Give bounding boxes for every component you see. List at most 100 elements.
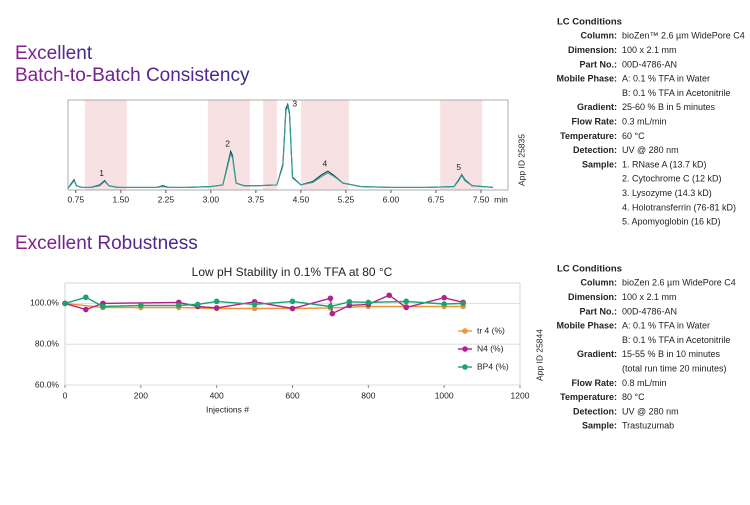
highlight-band (84, 100, 127, 190)
x-tick-label: 600 (285, 390, 299, 400)
data-point (403, 304, 410, 311)
x-axis-label: min (494, 194, 508, 204)
data-point (327, 303, 334, 310)
data-point (403, 298, 410, 305)
legend-label: N4 (%) (477, 343, 504, 353)
x-tick-label: 400 (210, 390, 224, 400)
data-point (460, 300, 466, 307)
data-point (365, 299, 372, 306)
lc-title: LC Conditions (557, 264, 622, 275)
x-tick-label: 1200 (511, 390, 530, 400)
lc-value: 0.3 mL/min (622, 116, 667, 126)
x-tick-label: 0.75 (68, 194, 85, 204)
legend-marker (462, 364, 468, 370)
lc-label: Column: (581, 31, 618, 41)
x-tick-label: 1000 (435, 390, 454, 400)
data-point (289, 305, 296, 312)
data-point (251, 305, 258, 312)
chart-title: Low pH Stability in 0.1% TFA at 80 °C (192, 265, 393, 279)
lc-value: 4. Holotransferrin (76-81 kD) (622, 202, 736, 212)
lc-value: 2. Cytochrome C (12 kD) (622, 174, 722, 184)
data-point (441, 294, 447, 301)
data-point (327, 295, 334, 302)
lc-label: Temperature: (560, 392, 617, 402)
lc-value: A: 0.1 % TFA in Water (622, 74, 710, 84)
x-tick-label: 0 (63, 390, 68, 400)
data-point (62, 300, 68, 307)
data-point (213, 305, 220, 311)
x-axis-label: Injections # (206, 404, 249, 414)
lc-label: Gradient: (577, 102, 617, 112)
x-tick-label: 6.75 (428, 194, 445, 204)
lc-value: 0.8 mL/min (622, 378, 667, 388)
peak-label: 5 (456, 162, 461, 172)
lc-value: 00D-4786-AN (622, 306, 677, 316)
lc-label: Dimension: (568, 45, 617, 55)
peak-label: 1 (99, 168, 104, 178)
lc-label: Part No.: (579, 306, 617, 316)
x-tick-label: 800 (361, 390, 375, 400)
highlight-band (207, 100, 250, 190)
y-tick-label: 60.0% (35, 379, 60, 389)
data-point (194, 301, 201, 308)
legend-marker (462, 346, 468, 352)
trace (67, 103, 494, 189)
plot-frame (64, 282, 521, 386)
lc-value: B: 0.1 % TFA in Acetonitrile (622, 88, 730, 98)
data-point (289, 298, 296, 305)
lc-value: (total run time 20 minutes) (622, 363, 727, 373)
x-tick-label: 7.50 (473, 194, 490, 204)
peak-label: 3 (292, 98, 297, 108)
lc-label: Sample: (582, 159, 617, 169)
lc-value: UV @ 280 nm (622, 145, 679, 155)
lc-value: 00D-4786-AN (622, 59, 677, 69)
x-tick-label: 2.25 (158, 194, 175, 204)
lc-label: Part No.: (579, 59, 617, 69)
data-point (175, 302, 182, 309)
data-point (386, 292, 392, 299)
data-point (329, 310, 336, 317)
app-id: App ID 25844 (534, 329, 544, 381)
lc-value: 25-60 % B in 5 minutes (622, 102, 716, 112)
lc-label: Sample: (582, 421, 617, 431)
lc-value: B: 0.1 % TFA in Acetonitrile (622, 335, 730, 345)
legend-marker (462, 328, 468, 334)
lc-label: Mobile Phase: (556, 321, 617, 331)
lc-value: 15-55 % B in 10 minutes (622, 349, 721, 359)
x-tick-label: 3.75 (248, 194, 265, 204)
app-id: App ID 25835 (516, 134, 526, 186)
lc-value: 100 x 2.1 mm (622, 45, 677, 55)
lc-label: Temperature: (560, 131, 617, 141)
data-point (441, 301, 447, 307)
trace (67, 102, 494, 189)
lc-label: Detection: (573, 145, 617, 155)
lc-label: Flow Rate: (571, 116, 617, 126)
lc-label: Detection: (573, 406, 617, 416)
lc-value: 60 °C (622, 131, 645, 141)
lc-value: 1. RNase A (13.7 kD) (622, 159, 707, 169)
lc-value: A: 0.1 % TFA in Water (622, 321, 710, 331)
peak-label: 2 (225, 139, 230, 149)
lc-title: LC Conditions (557, 17, 622, 28)
x-tick-label: 200 (134, 390, 148, 400)
data-point (83, 306, 89, 313)
highlight-band (263, 100, 277, 190)
x-tick-label: 4.50 (293, 194, 310, 204)
legend-label: BP4 (%) (477, 361, 509, 371)
x-tick-label: 3.00 (203, 194, 220, 204)
x-tick-label: 5.25 (338, 194, 355, 204)
data-point (100, 303, 106, 310)
lc-label: Column: (581, 278, 618, 288)
heading: Excellent (15, 43, 93, 64)
data-point (213, 298, 220, 305)
heading: Batch-to-Batch Consistency (15, 65, 250, 86)
highlight-band (300, 100, 349, 190)
plot-frame (67, 99, 509, 191)
peak-label: 4 (323, 158, 328, 168)
lc-label: Flow Rate: (571, 378, 617, 388)
lc-value: 100 x 2.1 mm (622, 292, 677, 302)
lc-value: UV @ 280 nm (622, 406, 679, 416)
y-tick-label: 80.0% (35, 338, 60, 348)
y-tick-label: 100.0% (30, 298, 59, 308)
